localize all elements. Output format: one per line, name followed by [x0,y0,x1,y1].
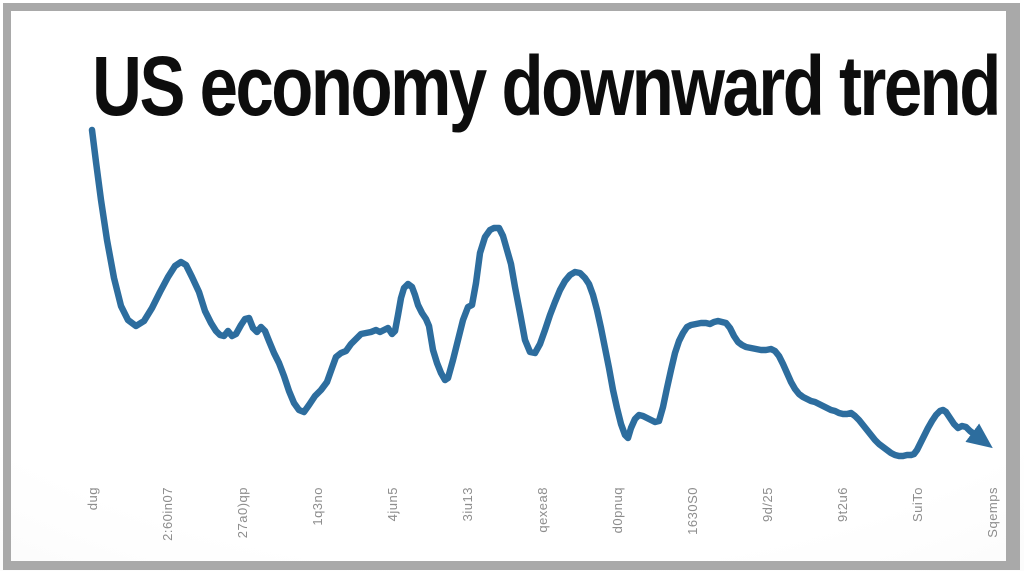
x-tick-label: 3iu13 [460,487,475,522]
x-tick-label: 2:60in07 [160,487,175,541]
x-tick-label: 9d/25 [760,487,775,523]
x-tick-label: 1q3no [310,487,325,526]
x-tick-label: d0pnuq [610,487,625,534]
x-tick-label: qexea8 [535,487,550,533]
x-tick-label: SuiTo [910,487,925,523]
x-tick-label: Sqemps [985,487,1000,538]
x-tick-label: dug [85,487,100,511]
x-tick-label: 27a0)qp [235,487,250,539]
x-tick-label: 4jun5 [385,487,400,522]
x-tick-label: 1630S0 [685,487,700,535]
chart-title: US economy downward trend [92,39,1001,133]
trend-line [88,126,993,460]
x-tick-label: 9t2u6 [835,487,850,523]
